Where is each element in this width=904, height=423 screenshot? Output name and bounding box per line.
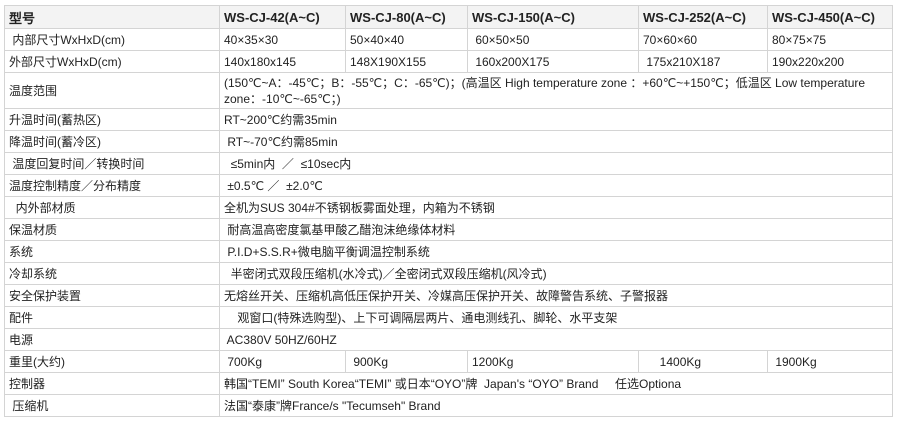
- row-value: 140x180x145: [219, 50, 346, 73]
- table-row: 内外部材质 全机为SUS 304#不锈钢板雾面处理，内箱为不锈钢: [4, 196, 893, 219]
- model-header: WS-CJ-42(A~C): [219, 5, 346, 29]
- table-row: 保温材质 耐高温高密度氯基甲酸乙醋泡沫绝缘体材料: [4, 218, 893, 241]
- row-label: 配件: [4, 306, 220, 329]
- row-value-span: P.I.D+S.S.R+微电脑平衡调温控制系统: [219, 240, 893, 263]
- row-value: 175x210X187: [638, 50, 768, 73]
- table-row: 系统 P.I.D+S.S.R+微电脑平衡调温控制系统: [4, 240, 893, 263]
- row-label: 控制器: [4, 372, 220, 395]
- row-value: 190x220x200: [767, 50, 893, 73]
- row-value-span: 半密闭式双段压缩机(水冷式)／全密闭式双段压缩机(风冷式): [219, 262, 893, 285]
- row-label: 升温时间(蓄热区): [4, 108, 220, 131]
- row-value: 70×60×60: [638, 28, 768, 51]
- row-label: 冷却系统: [4, 262, 220, 285]
- row-value-span: ±0.5℃ ／ ±2.0℃: [219, 174, 893, 197]
- table-row: 降温时间(蓄冷区) RT~-70℃约需85min: [4, 130, 893, 153]
- table-row: 控制器 韩国“TEMI” South Korea“TEMI” 或日本“OYO”牌 …: [4, 372, 893, 395]
- row-label: 重里(大约): [4, 350, 220, 373]
- model-header: WS-CJ-150(A~C): [467, 5, 639, 29]
- row-label: 降温时间(蓄冷区): [4, 130, 220, 153]
- table-row: 压缩机 法国“泰康”牌France/s "Tecumseh" Brand: [4, 394, 893, 417]
- row-label: 保温材质: [4, 218, 220, 241]
- row-value-span: (150℃~A：-45℃；B：-55℃；C：-65℃)；(高温区 High te…: [219, 72, 893, 109]
- table-row: 内部尺寸WxHxD(cm) 40×35×30 50×40×40 60×50×50 70…: [4, 28, 893, 51]
- header-label: 型号: [4, 5, 220, 29]
- row-label: 温度范围: [4, 72, 220, 109]
- row-label: 电源: [4, 328, 220, 351]
- row-value: 700Kg: [219, 350, 346, 373]
- row-label: 温度回复时间／转换时间: [4, 152, 220, 175]
- row-label: 安全保护装置: [4, 284, 220, 307]
- row-value-span: 耐高温高密度氯基甲酸乙醋泡沫绝缘体材料: [219, 218, 893, 241]
- row-value: 40×35×30: [219, 28, 346, 51]
- row-value-span: 无熔丝开关、压缩机高低压保护开关、冷媒高压保护开关、故障警告系统、子警报器: [219, 284, 893, 307]
- model-header: WS-CJ-80(A~C): [345, 5, 468, 29]
- row-value: 50×40×40: [345, 28, 468, 51]
- row-value-span: ≤5min内 ／ ≤10sec内: [219, 152, 893, 175]
- row-value: 1400Kg: [638, 350, 768, 373]
- row-value: 1200Kg: [467, 350, 639, 373]
- row-value: 160x200X175: [467, 50, 639, 73]
- row-value: 60×50×50: [467, 28, 639, 51]
- row-value-span: 韩国“TEMI” South Korea“TEMI” 或日本“OYO”牌 Jap…: [219, 372, 893, 395]
- table-row: 温度回复时间／转换时间 ≤5min内 ／ ≤10sec内: [4, 152, 893, 175]
- row-value: 1900Kg: [767, 350, 893, 373]
- row-value-span: RT~200℃约需35min: [219, 108, 893, 131]
- row-value: 148X190X155: [345, 50, 468, 73]
- model-header: WS-CJ-450(A~C): [767, 5, 893, 29]
- row-label: 压缩机: [4, 394, 220, 417]
- model-header: WS-CJ-252(A~C): [638, 5, 768, 29]
- row-value-span: 观窗口(特殊选购型)、上下可调隔层两片、通电测线孔、脚轮、水平支架: [219, 306, 893, 329]
- table-row: 升温时间(蓄热区) RT~200℃约需35min: [4, 108, 893, 131]
- spec-table: 型号 WS-CJ-42(A~C) WS-CJ-80(A~C) WS-CJ-150(A~…: [4, 5, 893, 417]
- row-label: 外部尺寸WxHxD(cm): [4, 50, 220, 73]
- table-row: 配件 观窗口(特殊选购型)、上下可调隔层两片、通电测线孔、脚轮、水平支架: [4, 306, 893, 329]
- row-value-span: 法国“泰康”牌France/s "Tecumseh" Brand: [219, 394, 893, 417]
- table-header-row: 型号 WS-CJ-42(A~C) WS-CJ-80(A~C) WS-CJ-150(A~…: [4, 5, 893, 29]
- row-label: 内外部材质: [4, 196, 220, 219]
- table-row: 温度范围 (150℃~A：-45℃；B：-55℃；C：-65℃)；(高温区 Hi…: [4, 72, 893, 109]
- table-row: 电源 AC380V 50HZ/60HZ: [4, 328, 893, 351]
- row-label: 温度控制精度／分布精度: [4, 174, 220, 197]
- row-value-span: AC380V 50HZ/60HZ: [219, 328, 893, 351]
- row-value-span: RT~-70℃约需85min: [219, 130, 893, 153]
- table-row: 外部尺寸WxHxD(cm) 140x180x145 148X190X155 160x…: [4, 50, 893, 73]
- row-label: 系统: [4, 240, 220, 263]
- table-row: 安全保护装置 无熔丝开关、压缩机高低压保护开关、冷媒高压保护开关、故障警告系统、子…: [4, 284, 893, 307]
- row-label: 内部尺寸WxHxD(cm): [4, 28, 220, 51]
- row-value-span: 全机为SUS 304#不锈钢板雾面处理，内箱为不锈钢: [219, 196, 893, 219]
- row-value: 900Kg: [345, 350, 468, 373]
- row-value: 80×75×75: [767, 28, 893, 51]
- table-row: 温度控制精度／分布精度 ±0.5℃ ／ ±2.0℃: [4, 174, 893, 197]
- table-row: 冷却系统 半密闭式双段压缩机(水冷式)／全密闭式双段压缩机(风冷式): [4, 262, 893, 285]
- table-row: 重里(大约) 700Kg 900Kg 1200Kg 1400Kg 1900Kg: [4, 350, 893, 373]
